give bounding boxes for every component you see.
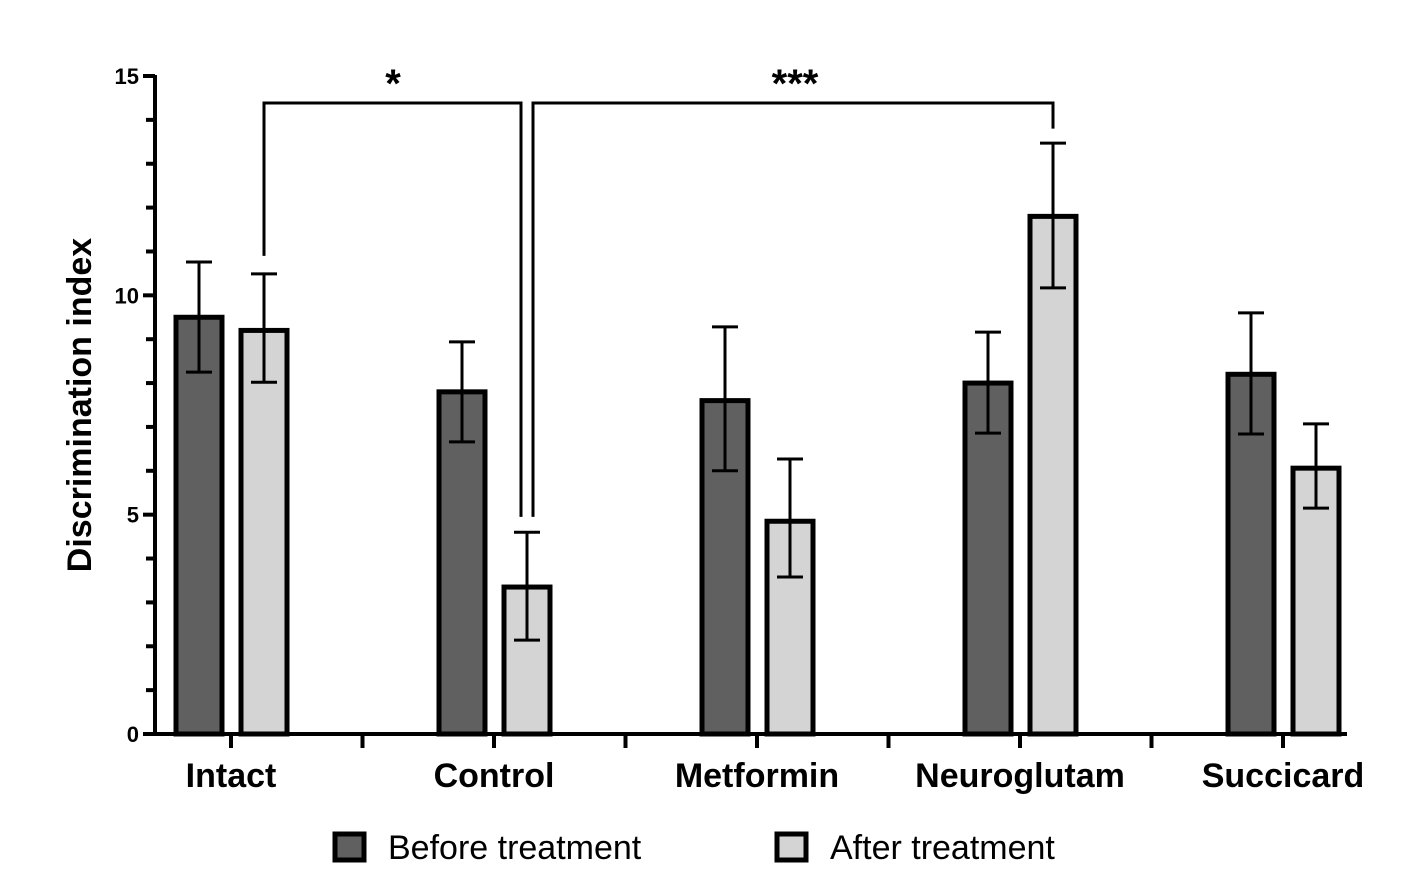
legend-label: Before treatment	[388, 829, 642, 867]
x-tick-label: Control	[434, 757, 555, 795]
significance-brackets: * ***	[262, 62, 1055, 517]
bar-after-intact	[238, 327, 290, 737]
x-tick-label: Neuroglutam	[915, 757, 1125, 795]
legend: Before treatment After treatment	[332, 829, 1055, 867]
error-bars	[186, 141, 1329, 642]
bar-after-succicard	[1290, 465, 1342, 737]
bars	[173, 213, 1342, 737]
y-axis-title: Discrimination index	[61, 238, 99, 572]
y-tick-label: 0	[127, 722, 139, 747]
y-tick-label: 10	[115, 283, 139, 308]
y-tick-label: 15	[115, 64, 139, 89]
bar-before-intact	[173, 314, 225, 737]
bar-before-control	[436, 389, 488, 737]
significance-label: *	[385, 62, 401, 106]
bar-after-neuroglutam	[1027, 213, 1079, 737]
y-axis: 0 5 10 15	[115, 64, 157, 747]
significance-label: ***	[772, 62, 819, 106]
bar-before-neuroglutam	[962, 380, 1014, 737]
x-tick-label: Metformin	[675, 757, 839, 795]
x-tick-label: Intact	[186, 757, 277, 795]
y-tick-label: 5	[127, 503, 139, 528]
legend-swatch-after	[774, 831, 809, 863]
significance-bracket	[262, 101, 523, 517]
legend-label: After treatment	[830, 829, 1055, 867]
x-axis: Intact Control Metformin Neuroglutam Succica…	[143, 732, 1365, 795]
significance-bracket	[531, 101, 1055, 517]
legend-swatch-before	[332, 831, 367, 863]
x-tick-label: Succicard	[1202, 757, 1365, 795]
